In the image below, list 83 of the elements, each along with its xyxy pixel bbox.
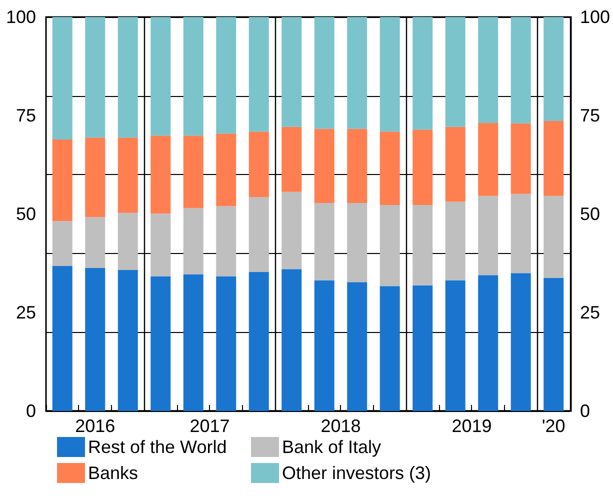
bar bbox=[445, 280, 466, 411]
x-tick-label: 2018 bbox=[320, 416, 361, 436]
bar bbox=[282, 269, 302, 411]
bar bbox=[478, 122, 498, 196]
bar bbox=[118, 138, 138, 213]
bar bbox=[347, 17, 368, 129]
bar bbox=[347, 202, 368, 282]
bar bbox=[347, 282, 368, 411]
bar bbox=[118, 212, 138, 270]
bar bbox=[150, 276, 171, 411]
y-tick-label: 75 bbox=[16, 106, 36, 126]
x-tick-label: '20 bbox=[542, 416, 566, 436]
y2-tick-label: 0 bbox=[580, 401, 590, 421]
bar bbox=[282, 192, 302, 270]
bar bbox=[216, 134, 236, 206]
bar bbox=[150, 136, 171, 214]
bar bbox=[85, 17, 106, 138]
bar bbox=[380, 286, 400, 411]
bar bbox=[216, 206, 236, 276]
bar bbox=[478, 17, 498, 123]
bar bbox=[183, 208, 204, 274]
bar bbox=[380, 17, 400, 132]
legend-label: Bank of Italy bbox=[282, 437, 382, 457]
bar bbox=[544, 196, 564, 278]
bar bbox=[52, 140, 72, 222]
bar bbox=[248, 132, 269, 198]
x-tick-label: 2019 bbox=[452, 416, 492, 436]
bar bbox=[347, 128, 368, 203]
legend-label: Rest of the World bbox=[88, 437, 227, 457]
y2-tick-label: 25 bbox=[580, 302, 600, 322]
bar bbox=[183, 136, 204, 208]
bar bbox=[150, 17, 171, 136]
x-tick-label: 2017 bbox=[190, 416, 230, 436]
y-tick-label: 50 bbox=[16, 204, 36, 224]
bar bbox=[248, 272, 269, 411]
y2-tick-label: 100 bbox=[580, 7, 610, 27]
bar bbox=[183, 17, 204, 136]
bar bbox=[445, 17, 466, 127]
y-tick-label: 100 bbox=[6, 7, 36, 27]
y-tick-label: 0 bbox=[26, 401, 36, 421]
bar bbox=[52, 221, 72, 266]
bar bbox=[85, 268, 106, 411]
bar bbox=[445, 202, 466, 280]
bar bbox=[314, 128, 334, 203]
bar bbox=[544, 278, 564, 411]
bar bbox=[282, 17, 302, 127]
bar bbox=[510, 123, 531, 194]
bar bbox=[544, 17, 564, 122]
bar bbox=[412, 130, 433, 205]
y2-tick-label: 75 bbox=[580, 106, 600, 126]
bar bbox=[314, 280, 334, 411]
bar bbox=[314, 17, 334, 129]
bar bbox=[216, 17, 236, 134]
bar bbox=[216, 276, 236, 411]
bar bbox=[478, 196, 498, 276]
bar bbox=[118, 17, 138, 138]
bar bbox=[380, 132, 400, 205]
bar bbox=[118, 270, 138, 411]
bar bbox=[510, 273, 531, 411]
y2-tick-label: 50 bbox=[580, 204, 600, 224]
bar bbox=[445, 126, 466, 202]
legend-label: Other investors (3) bbox=[282, 463, 432, 483]
bar bbox=[478, 275, 498, 411]
bar bbox=[248, 17, 269, 132]
x-tick-label: 2016 bbox=[75, 416, 116, 436]
bar bbox=[85, 217, 106, 268]
bar bbox=[412, 285, 433, 411]
bar bbox=[282, 126, 302, 192]
bar bbox=[52, 17, 72, 140]
bar bbox=[412, 204, 433, 286]
bar bbox=[314, 202, 334, 280]
bar bbox=[248, 197, 269, 272]
bar bbox=[510, 194, 531, 274]
bar bbox=[183, 274, 204, 411]
bar bbox=[150, 214, 171, 276]
bar bbox=[85, 138, 106, 218]
bar bbox=[510, 17, 531, 124]
bar bbox=[52, 266, 72, 411]
legend-label: Banks bbox=[88, 463, 138, 483]
bar bbox=[380, 204, 400, 286]
y-tick-label: 25 bbox=[16, 302, 36, 322]
bar bbox=[544, 121, 564, 196]
bar bbox=[412, 17, 433, 130]
